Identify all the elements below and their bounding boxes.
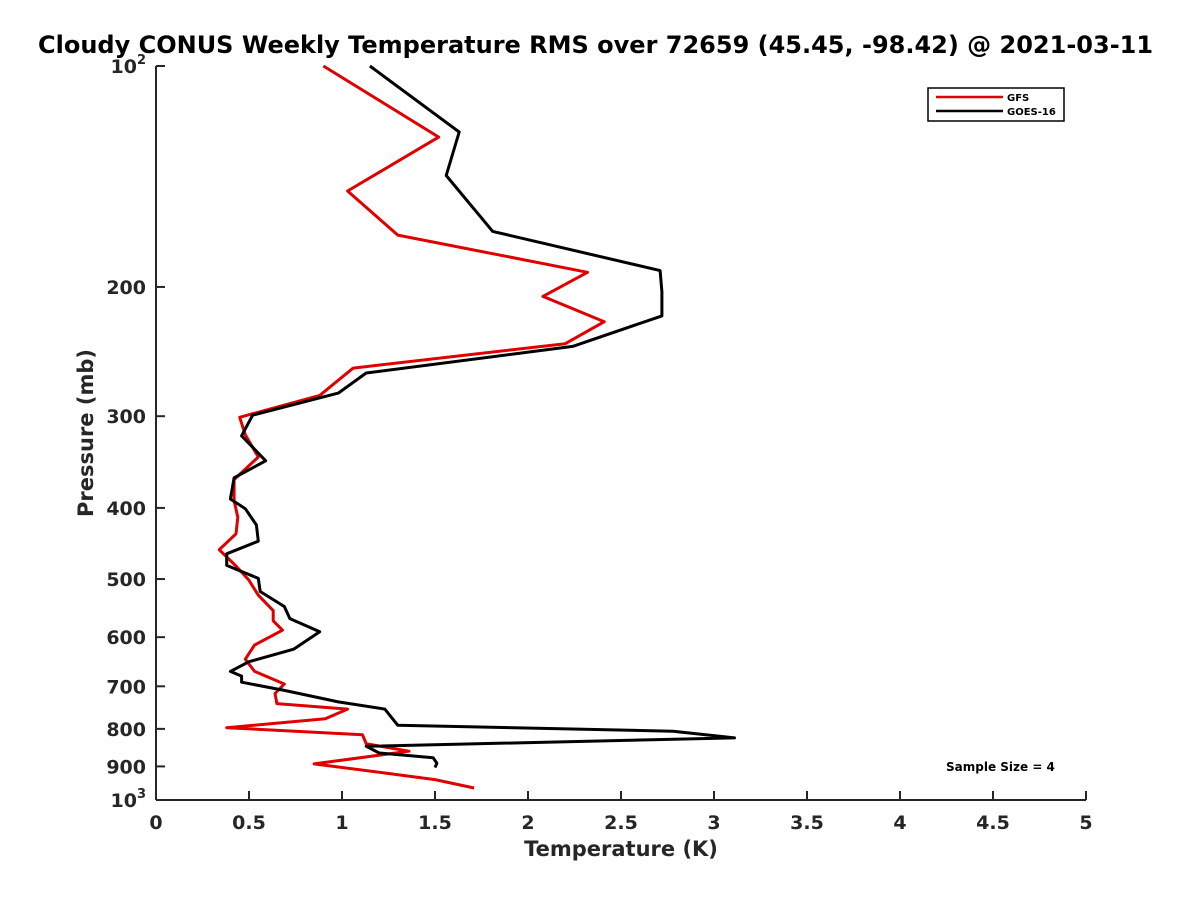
series-line-gfs	[217, 64, 606, 790]
y-tick-label: 700	[106, 676, 146, 698]
y-tick-label: 103	[111, 787, 147, 812]
sample-size-annotation: Sample Size = 4	[946, 760, 1055, 774]
legend-label-goes16: GOES-16	[1007, 107, 1056, 118]
x-tick-label: 0.5	[232, 812, 266, 834]
series-layer	[217, 64, 736, 790]
plot-axes	[155, 66, 1086, 801]
y-ticks: 102 200 300 400 500 600 700 800 900 103	[106, 53, 165, 812]
x-tick-label: 1	[335, 812, 348, 834]
legend-box	[927, 87, 1065, 122]
chart-title: Cloudy CONUS Weekly Temperature RMS over…	[38, 31, 1153, 59]
y-tick-label: 400	[106, 498, 146, 520]
y-axis-label: Pressure (mb)	[74, 349, 98, 517]
x-ticks: 0 0.5 1 1.5 2 2.5 3 3.5 4 4.5 5	[149, 791, 1093, 834]
y-tick-label: 900	[106, 756, 146, 778]
x-tick-label: 2.5	[604, 812, 638, 834]
series-line-goes16	[225, 64, 736, 769]
x-tick-label: 4.5	[976, 812, 1010, 834]
y-tick-label: 500	[106, 569, 146, 591]
x-tick-label: 2	[521, 812, 534, 834]
x-tick-label: 1.5	[418, 812, 452, 834]
y-tick-label: 200	[106, 277, 146, 299]
y-tick-label: 800	[106, 719, 146, 741]
legend-label-gfs: GFS	[1007, 93, 1029, 104]
x-axis-label: Temperature (K)	[524, 837, 718, 861]
y-tick-label: 300	[106, 406, 146, 428]
x-tick-label: 0	[149, 812, 162, 834]
x-tick-label: 3	[707, 812, 720, 834]
x-tick-label: 5	[1079, 812, 1092, 834]
legend: GFS GOES-16	[927, 87, 1065, 122]
x-tick-label: 3.5	[790, 812, 824, 834]
y-tick-label: 600	[106, 627, 146, 649]
y-tick-label: 102	[111, 53, 147, 78]
x-tick-label: 4	[893, 812, 906, 834]
